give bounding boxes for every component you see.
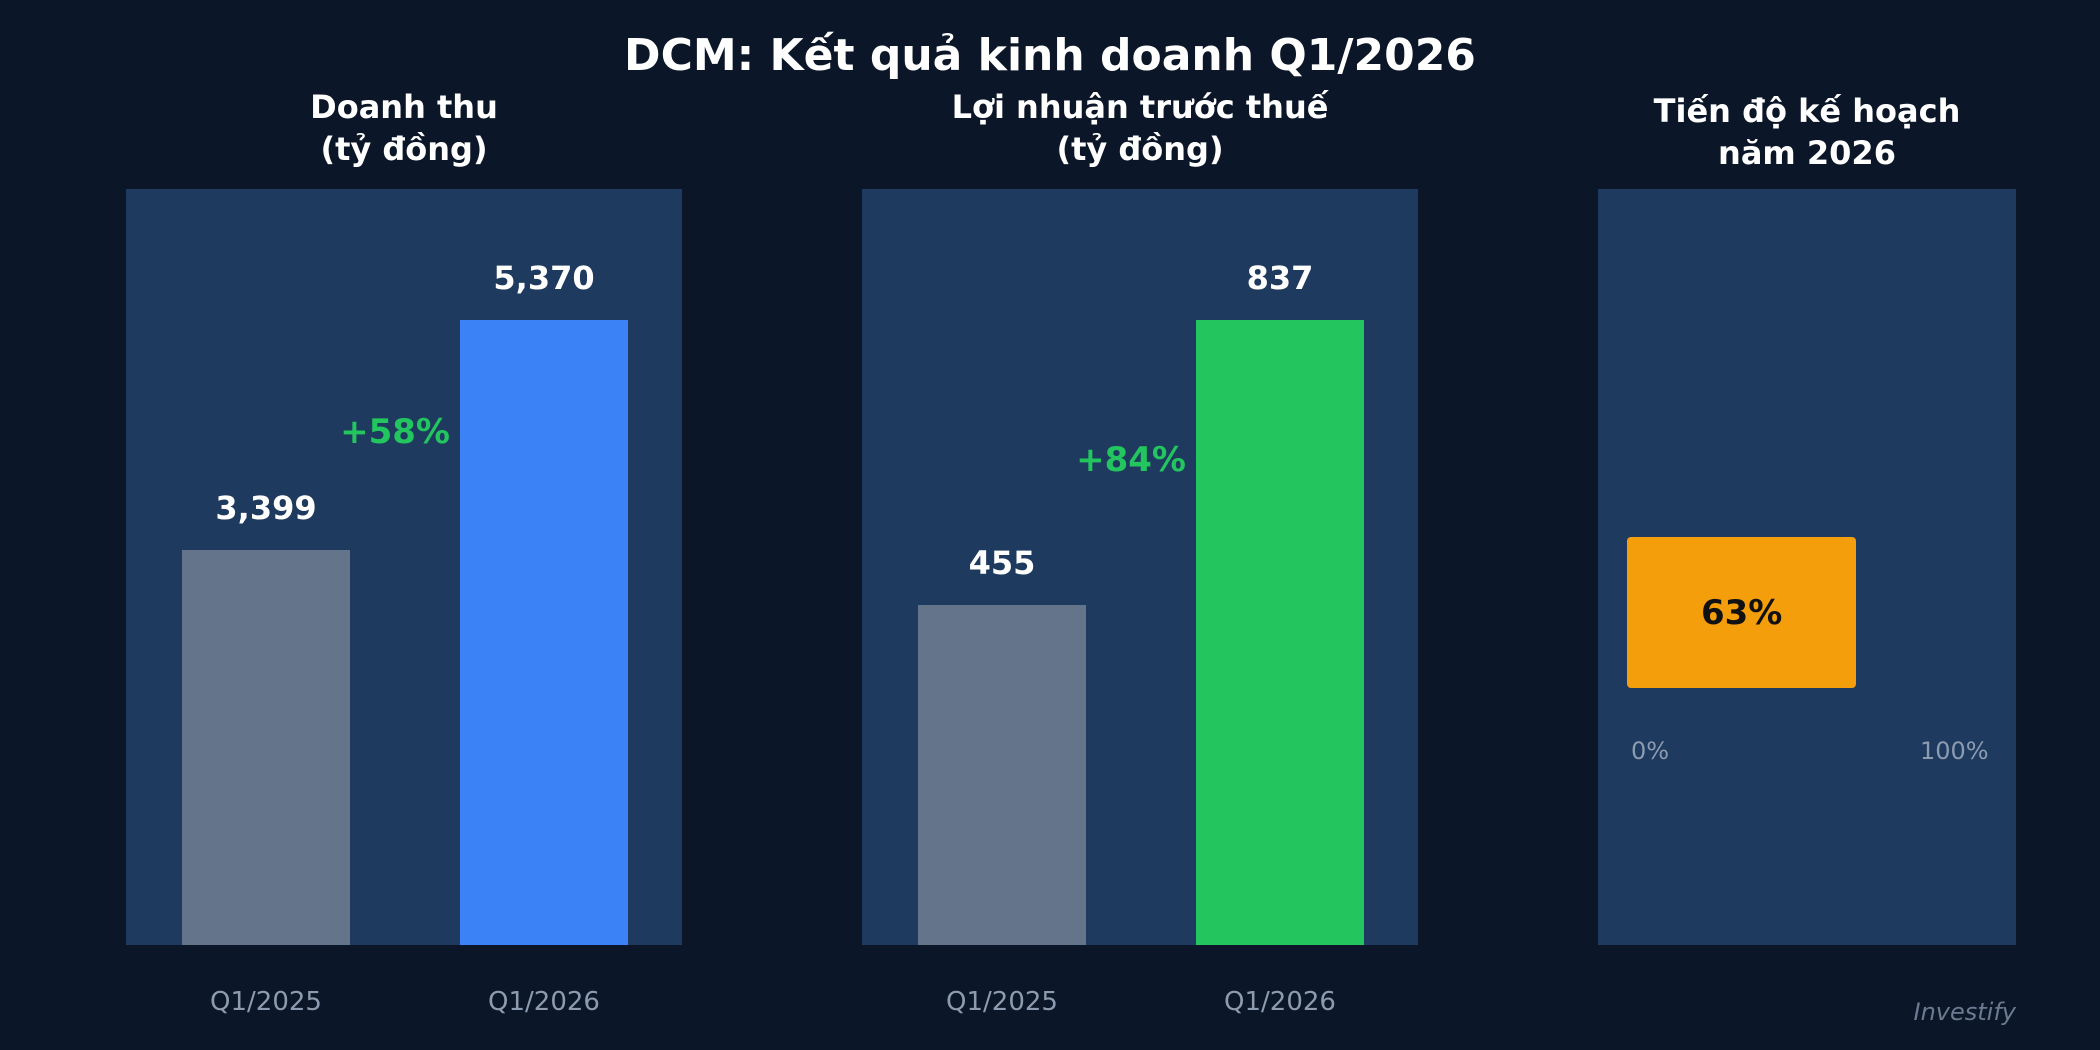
profit-panel-title: Lợi nhuận trước thuế (tỷ đồng): [862, 86, 1418, 170]
revenue-bar-q1-2025: [182, 549, 350, 945]
progress-title-line1: Tiến độ kế hoạch: [1653, 92, 1961, 130]
revenue-panel-title: Doanh thu (tỷ đồng): [126, 86, 682, 170]
profit-bar-q1-2025: [918, 605, 1086, 945]
watermark-text: Investify: [1913, 998, 2017, 1026]
revenue-value-label-q1-2026: 5,370: [493, 259, 595, 298]
profit-bar-q1-2026: [1196, 320, 1364, 945]
profit-x-tick-q1-2025: Q1/2025: [946, 987, 1058, 1017]
profit-title-line1: Lợi nhuận trước thuế: [951, 88, 1329, 126]
revenue-value-label-q1-2025: 3,399: [215, 488, 317, 527]
revenue-growth-label: +58%: [340, 412, 450, 453]
profit-growth-label: +84%: [1076, 439, 1186, 480]
profit-title-line2: (tỷ đồng): [1056, 130, 1224, 168]
progress-range-max-label: 100%: [1920, 737, 1989, 765]
revenue-title-line1: Doanh thu: [310, 88, 498, 126]
revenue-title-line2: (tỷ đồng): [320, 130, 488, 168]
progress-bar-fill: 63%: [1627, 537, 1857, 688]
progress-title-line2: năm 2026: [1718, 134, 1896, 172]
progress-panel-title: Tiến độ kế hoạch năm 2026: [1598, 90, 2016, 174]
progress-range-min-label: 0%: [1631, 737, 1670, 765]
profit-x-tick-q1-2026: Q1/2026: [1224, 987, 1336, 1017]
revenue-bar-q1-2026: [460, 320, 628, 945]
profit-value-label-q1-2026: 837: [1246, 259, 1314, 298]
revenue-x-tick-q1-2026: Q1/2026: [488, 987, 600, 1017]
profit-value-label-q1-2025: 455: [968, 544, 1036, 583]
revenue-x-tick-q1-2025: Q1/2025: [210, 987, 322, 1017]
chart-title: DCM: Kết quả kinh doanh Q1/2026: [624, 30, 1476, 81]
progress-value-label: 63%: [1700, 592, 1783, 633]
